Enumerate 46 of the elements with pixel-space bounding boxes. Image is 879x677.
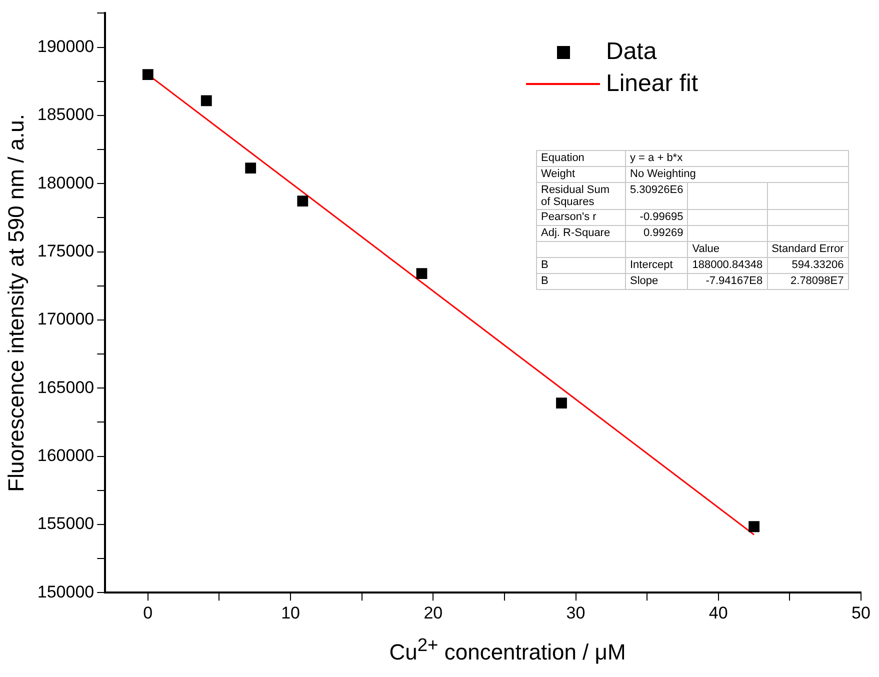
- point: [297, 196, 308, 207]
- annotation: 188000.84348: [688, 258, 768, 274]
- y-tick-label: 155000: [37, 514, 94, 534]
- annotation: No Weighting: [626, 166, 848, 182]
- annotation: Pearson's r: [536, 210, 626, 226]
- y-tick-label: 185000: [37, 105, 94, 124]
- annotation: Slope: [626, 274, 688, 290]
- x-tick-label: 0: [143, 603, 153, 622]
- y-axis-title: Fluorescence intensity at 590 nm / a.u.: [3, 114, 28, 492]
- x-tick-label: 50: [852, 603, 870, 622]
- y-tick-label: 160000: [37, 446, 94, 465]
- annotation: Equation: [536, 150, 626, 166]
- annotation: B: [536, 258, 626, 274]
- point: [142, 69, 154, 80]
- point: [748, 521, 760, 532]
- x-tick-label: 40: [708, 603, 728, 622]
- x-tick-label: 10: [281, 603, 300, 622]
- y-tick-label: 190000: [37, 36, 94, 56]
- annotation: Weight: [536, 166, 626, 182]
- y-tick-label: 175000: [37, 241, 94, 260]
- annotation: y = a + b*x: [626, 150, 848, 166]
- point: [556, 398, 567, 409]
- legend-label: Data: [606, 38, 657, 66]
- annotation: 594.33206: [767, 258, 848, 274]
- y-tick-label: 165000: [37, 378, 94, 397]
- annotation: Standard Error: [767, 242, 848, 258]
- annotation: 5.30926E6: [626, 182, 688, 210]
- annotation: B: [536, 274, 626, 290]
- legend-label: Linear fit: [606, 70, 698, 98]
- y-tick-label: 180000: [37, 173, 94, 192]
- annotation: Adj. R-Square: [536, 226, 626, 242]
- y-tick-label: 170000: [37, 310, 94, 329]
- annotation: Residual Sum of Squares: [536, 182, 626, 210]
- point: [245, 162, 256, 174]
- annotation: 2.78098E7: [767, 274, 848, 290]
- x-tick-label: 20: [424, 603, 443, 622]
- x-tick-label: 30: [566, 603, 586, 622]
- y-tick-label: 150000: [37, 582, 94, 602]
- x-axis-title: Cu$^{2+}$ concentration / μM: [388, 634, 627, 666]
- annotation: -0.99695: [626, 210, 688, 226]
- annotation: Intercept: [626, 258, 688, 274]
- annotation: 0.99269: [626, 226, 688, 242]
- annotation: Value: [688, 242, 768, 258]
- point: [200, 95, 212, 106]
- annotation: -7.94167E8: [688, 274, 768, 290]
- point: [416, 268, 428, 280]
